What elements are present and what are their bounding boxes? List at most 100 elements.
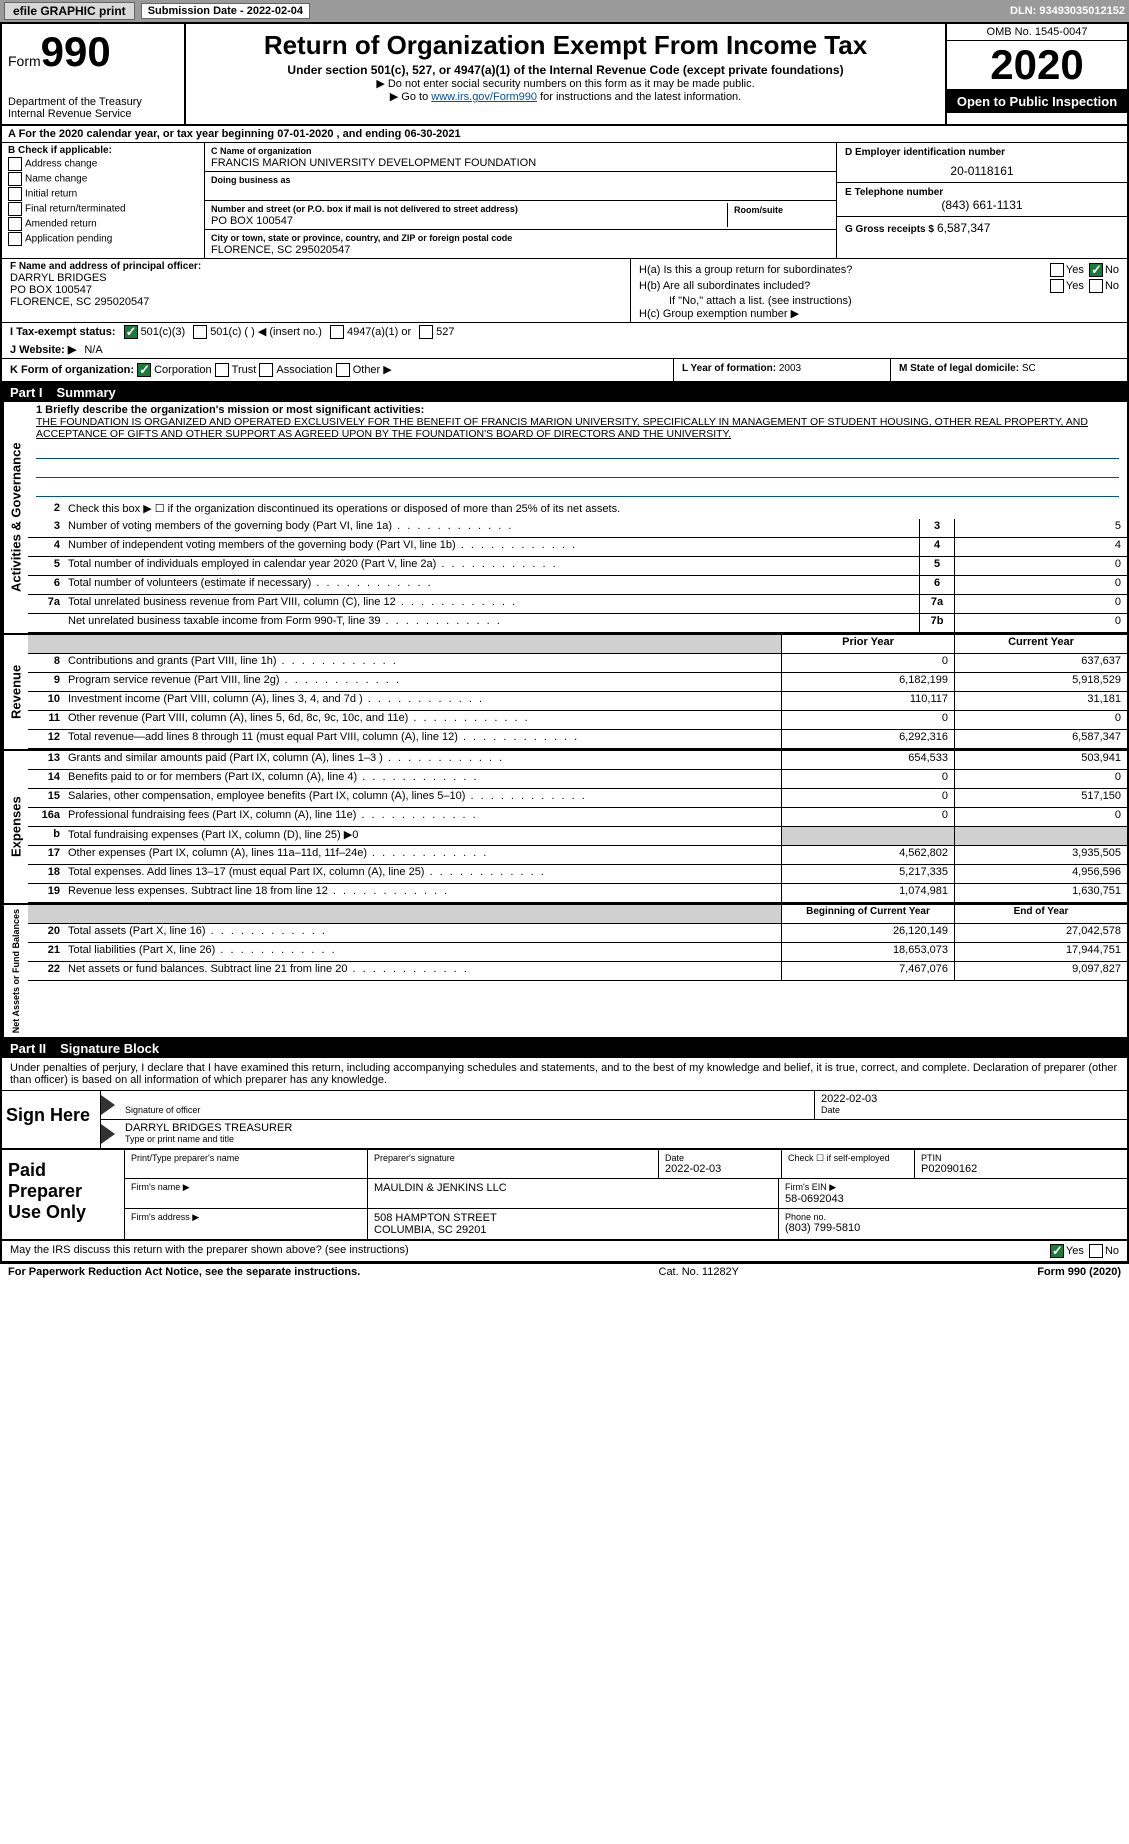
- room-label: Room/suite: [728, 203, 830, 227]
- firm-address: 508 HAMPTON STREETCOLUMBIA, SC 29201: [368, 1209, 779, 1239]
- mission-text: THE FOUNDATION IS ORGANIZED AND OPERATED…: [36, 416, 1119, 440]
- phone-label: E Telephone number: [845, 187, 1119, 198]
- identity-block: B Check if applicable: Address change Na…: [2, 143, 1127, 259]
- officer-addr1: PO BOX 100547: [10, 284, 622, 296]
- form-page: Form990 Department of the Treasury Inter…: [0, 22, 1129, 1264]
- gov-line-6: 6 Total number of volunteers (estimate i…: [28, 576, 1127, 595]
- perjury-statement: Under penalties of perjury, I declare th…: [2, 1058, 1127, 1091]
- sign-block: Sign Here Signature of officer 2022-02-0…: [2, 1091, 1127, 1150]
- expenses-table: Expenses 13 Grants and similar amounts p…: [2, 751, 1127, 905]
- form-ref: Form 990 (2020): [1037, 1266, 1121, 1278]
- header-title-block: Return of Organization Exempt From Incom…: [186, 24, 945, 124]
- tax-year: 2020: [947, 41, 1127, 90]
- section-c: C Name of organization FRANCIS MARION UN…: [205, 143, 836, 258]
- instructions-link[interactable]: www.irs.gov/Form990: [431, 91, 537, 103]
- sign-here-label: Sign Here: [2, 1091, 101, 1148]
- omb-number: OMB No. 1545-0047: [947, 24, 1127, 41]
- section-m: M State of legal domicile: SC: [891, 359, 1127, 381]
- j-label: J Website: ▶: [10, 343, 76, 356]
- phone-value: (843) 661-1131: [845, 198, 1119, 212]
- submission-date: Submission Date - 2022-02-04: [141, 3, 310, 19]
- line-11: 11 Other revenue (Part VIII, column (A),…: [28, 711, 1127, 730]
- line-i: I Tax-exempt status: 501(c)(3) 501(c) ( …: [2, 323, 1127, 341]
- header-right: OMB No. 1545-0047 2020 Open to Public In…: [945, 24, 1127, 124]
- line2-desc: Check this box ▶ ☐ if the organization d…: [64, 501, 1127, 519]
- b-header: B Check if applicable:: [8, 145, 198, 156]
- city-state-zip: FLORENCE, SC 295020547: [211, 244, 350, 256]
- dept-treasury: Department of the Treasury: [8, 96, 178, 108]
- mission-block: 1 Briefly describe the organization's mi…: [28, 402, 1127, 501]
- line-9: 9 Program service revenue (Part VIII, li…: [28, 673, 1127, 692]
- side-expenses: Expenses: [2, 751, 28, 903]
- ck-amended: Amended return: [8, 217, 198, 231]
- mission-q: 1 Briefly describe the organization's mi…: [36, 404, 1119, 416]
- addr-label: Number and street (or P.O. box if mail i…: [211, 204, 518, 214]
- paid-preparer-block: Paid Preparer Use Only Print/Type prepar…: [2, 1150, 1127, 1241]
- period-line: A For the 2020 calendar year, or tax yea…: [2, 126, 1127, 143]
- may-discuss-row: May the IRS discuss this return with the…: [2, 1241, 1127, 1262]
- ein-value: 20-0118161: [845, 164, 1119, 178]
- gov-line-5: 5 Total number of individuals employed i…: [28, 557, 1127, 576]
- hb-yesno: Yes No: [1048, 279, 1119, 293]
- ck-pending: Application pending: [8, 232, 198, 246]
- fh-block: F Name and address of principal officer:…: [2, 259, 1127, 323]
- gov-line-7b: Net unrelated business taxable income fr…: [28, 614, 1127, 633]
- part1-header: Part I Summary: [2, 383, 1127, 402]
- may-discuss-text: May the IRS discuss this return with the…: [10, 1244, 409, 1258]
- line-20: 20 Total assets (Part X, line 16) 26,120…: [28, 924, 1127, 943]
- paperwork-notice: For Paperwork Reduction Act Notice, see …: [8, 1266, 360, 1278]
- efile-topbar: efile GRAPHIC print Submission Date - 20…: [0, 0, 1129, 22]
- line-10: 10 Investment income (Part VIII, column …: [28, 692, 1127, 711]
- right-ident: D Employer identification number 20-0118…: [836, 143, 1127, 258]
- gov-line-4: 4 Number of independent voting members o…: [28, 538, 1127, 557]
- line-18: 18 Total expenses. Add lines 13–17 (must…: [28, 865, 1127, 884]
- section-b: B Check if applicable: Address change Na…: [2, 143, 205, 258]
- section-l: L Year of formation: 2003: [674, 359, 891, 381]
- ck-address: Address change: [8, 157, 198, 171]
- form-title: Return of Organization Exempt From Incom…: [192, 30, 939, 61]
- netassets-table: Net Assets or Fund Balances Beginning of…: [2, 905, 1127, 1039]
- name-title-label: Type or print name and title: [125, 1134, 1121, 1144]
- gross-label: G Gross receipts $: [845, 224, 934, 235]
- revenue-table: Revenue Prior Year Current Year 8 Contri…: [2, 635, 1127, 751]
- form-number: 990: [41, 28, 111, 75]
- line-14: 14 Benefits paid to or for members (Part…: [28, 770, 1127, 789]
- side-governance: Activities & Governance: [2, 402, 28, 633]
- form-word: Form: [8, 53, 41, 69]
- line-13: 13 Grants and similar amounts paid (Part…: [28, 751, 1127, 770]
- hb-note: If "No," attach a list. (see instruction…: [639, 295, 1119, 307]
- name-arrow-icon: [101, 1124, 115, 1144]
- firm-name: MAULDIN & JENKINS LLC: [368, 1179, 779, 1208]
- section-k: K Form of organization: Corporation Trus…: [2, 359, 674, 381]
- line-12: 12 Total revenue—add lines 8 through 11 …: [28, 730, 1127, 749]
- irs-label: Internal Revenue Service: [8, 108, 178, 120]
- open-inspection: Open to Public Inspection: [947, 90, 1127, 113]
- side-netassets: Net Assets or Fund Balances: [2, 905, 28, 1037]
- form-header: Form990 Department of the Treasury Inter…: [2, 24, 1127, 126]
- rev-colhdr: Prior Year Current Year: [28, 635, 1127, 654]
- line-16a: 16a Professional fundraising fees (Part …: [28, 808, 1127, 827]
- sig-date: 2022-02-03: [821, 1093, 1121, 1105]
- ck-final: Final return/terminated: [8, 202, 198, 216]
- hb-label: H(b) Are all subordinates included?: [639, 280, 810, 292]
- line-17: 17 Other expenses (Part IX, column (A), …: [28, 846, 1127, 865]
- line-21: 21 Total liabilities (Part X, line 26) 1…: [28, 943, 1127, 962]
- paid-label: Paid Preparer Use Only: [2, 1150, 125, 1239]
- sig-arrow-icon: [101, 1095, 115, 1115]
- section-h: H(a) Is this a group return for subordin…: [631, 259, 1127, 322]
- hc-label: H(c) Group exemption number ▶: [639, 307, 1119, 320]
- line-8: 8 Contributions and grants (Part VIII, l…: [28, 654, 1127, 673]
- goto-note: ▶ Go to www.irs.gov/Form990 for instruct…: [192, 90, 939, 103]
- form-subtitle: Under section 501(c), 527, or 4947(a)(1)…: [192, 63, 939, 77]
- line-15: 15 Salaries, other compensation, employe…: [28, 789, 1127, 808]
- officer-name: DARRYL BRIDGES: [10, 272, 622, 284]
- dba-label: Doing business as: [211, 175, 291, 185]
- efile-print-button[interactable]: efile GRAPHIC print: [4, 2, 135, 20]
- sig-officer-label: Signature of officer: [125, 1105, 808, 1115]
- c-name-label: C Name of organization: [211, 146, 312, 156]
- officer-typed-name: DARRYL BRIDGES TREASURER: [125, 1122, 1121, 1134]
- ssn-note: ▶ Do not enter social security numbers o…: [192, 77, 939, 90]
- i-label: I Tax-exempt status:: [10, 326, 116, 338]
- gov-line-7a: 7a Total unrelated business revenue from…: [28, 595, 1127, 614]
- f-label: F Name and address of principal officer:: [10, 261, 622, 272]
